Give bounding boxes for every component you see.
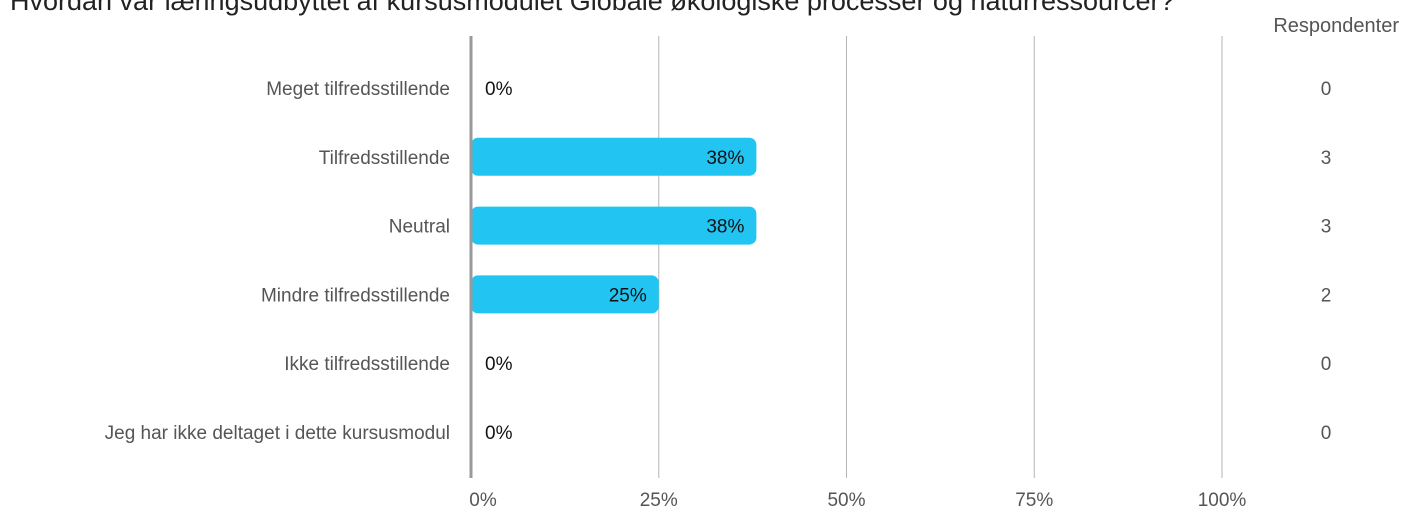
- x-tick-label: 50%: [827, 490, 865, 511]
- respondent-count: 3: [1321, 217, 1332, 238]
- x-tick-label: 0%: [469, 490, 497, 511]
- value-label: 38%: [706, 148, 744, 169]
- respondent-count: 3: [1321, 148, 1332, 169]
- respondent-count: 0: [1321, 423, 1332, 444]
- bar-3: [471, 275, 659, 314]
- x-tick-label: 75%: [1015, 490, 1053, 511]
- respondent-count: 0: [1321, 354, 1332, 375]
- value-label: 0%: [485, 423, 513, 444]
- value-label: 38%: [706, 217, 744, 238]
- x-tick-label: 25%: [640, 490, 678, 511]
- category-label: Mindre tilfredsstillende: [261, 285, 450, 306]
- category-label: Ikke tilfredsstillende: [284, 354, 450, 375]
- x-tick-label: 100%: [1198, 490, 1247, 511]
- respondent-count: 2: [1321, 285, 1332, 306]
- respondent-count: 0: [1321, 79, 1332, 100]
- bar-1: [471, 137, 757, 176]
- value-label: 0%: [485, 79, 513, 100]
- category-label: Jeg har ikke deltaget i dette kursusmodu…: [105, 423, 450, 444]
- chart-title: Hvordan var læringsudbyttet af kursusmod…: [10, 0, 1175, 16]
- category-label: Meget tilfredsstillende: [266, 79, 450, 100]
- bar-2: [471, 206, 757, 245]
- respondents-header: Respondenter: [1273, 15, 1399, 37]
- category-label: Neutral: [389, 217, 450, 238]
- value-label: 0%: [485, 354, 513, 375]
- value-label: 25%: [609, 285, 647, 306]
- category-label: Tilfredsstillende: [319, 148, 450, 169]
